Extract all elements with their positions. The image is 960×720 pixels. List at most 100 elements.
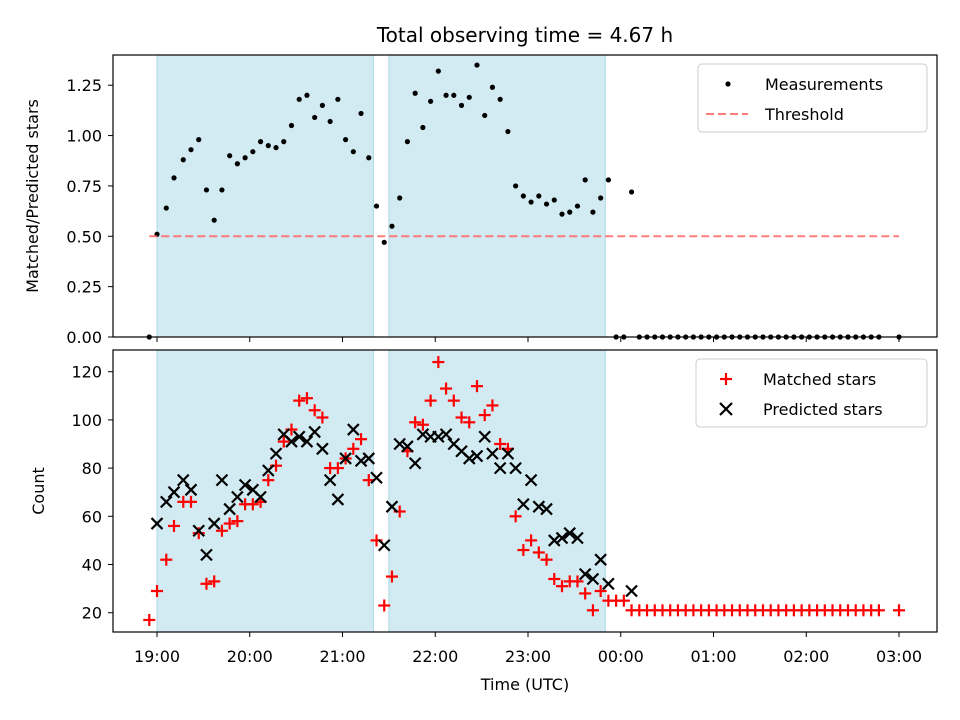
matched-point (416, 418, 429, 431)
legend-predicted-label: Predicted stars (763, 400, 883, 419)
measurement-point (366, 155, 372, 161)
observing-window (388, 349, 606, 633)
predicted-point (231, 490, 244, 504)
predicted-point (517, 497, 530, 511)
predicted-point (159, 495, 173, 509)
measurement-point (250, 149, 256, 155)
y-tick-label: 0.00 (66, 328, 102, 347)
measurement-point (381, 239, 387, 245)
measurement-point (319, 102, 326, 108)
ratio-axes-frame (112, 54, 938, 338)
predicted-point (555, 531, 569, 545)
matched-point (594, 585, 607, 598)
y-tick-label: 0.25 (66, 278, 102, 297)
predicted-point (416, 428, 430, 441)
x-tick-label: 20:00 (227, 647, 273, 666)
matched-point (486, 399, 499, 412)
legend-threshold-label: Threshold (764, 105, 844, 124)
matched-point (617, 594, 630, 607)
matched-point (262, 474, 275, 487)
ratio-y-axis: 0.00 0.25 0.50 0.75 1.00 1.25 (66, 76, 113, 347)
measurement-point (265, 143, 271, 149)
x-tick-label: 00:00 (598, 647, 644, 666)
predicted-point (470, 449, 484, 463)
measurement-point (373, 203, 380, 209)
measurement-point (443, 92, 449, 98)
matched-point (151, 585, 163, 598)
measurement-point (273, 145, 279, 151)
predicted-point (370, 471, 383, 485)
matched-point (308, 404, 321, 417)
count-axes-frame (112, 349, 938, 633)
matched-point (440, 382, 453, 395)
measurement-point (605, 177, 611, 183)
predicted-point (308, 425, 321, 439)
y-tick-label: 0.50 (66, 227, 102, 246)
matched-point (143, 613, 156, 626)
ratio-x-axis (156, 337, 900, 342)
predicted-point (625, 584, 638, 598)
matched-point (463, 416, 476, 429)
predicted-point (150, 517, 164, 530)
measurement-point (628, 189, 635, 195)
predicted-point (215, 473, 229, 487)
measurement-point (543, 201, 550, 207)
observing-window (156, 54, 374, 338)
predicted-point (486, 447, 499, 460)
measurement-point (312, 114, 318, 121)
measurement-point (489, 84, 496, 90)
measurement-point (412, 90, 418, 96)
count-y-axis-label: Count (29, 467, 48, 515)
predicted-point (493, 461, 507, 475)
legend-matched-marker (720, 373, 732, 385)
predicted-point (331, 493, 345, 506)
matched-point (517, 544, 530, 557)
matched-point (494, 438, 507, 450)
matched-point (300, 392, 313, 405)
predicted-point (223, 502, 236, 516)
predicted-point (540, 502, 553, 516)
matched-point (385, 570, 398, 583)
measurement-point (188, 147, 194, 153)
y-tick-label: 0.75 (66, 177, 102, 196)
matched-point (455, 411, 468, 424)
x-tick-label: 01:00 (690, 647, 736, 666)
y-tick-label: 60 (82, 507, 102, 526)
matched-point (872, 604, 885, 617)
legend-measurements-marker (725, 81, 731, 87)
predicted-point (532, 500, 546, 513)
measurement-point (304, 92, 310, 98)
measurement-point (296, 96, 302, 102)
matched-point (355, 433, 368, 446)
measurement-point (404, 139, 411, 145)
matched-point (532, 546, 545, 559)
predicted-point (200, 548, 213, 562)
matched-point (192, 527, 205, 540)
ratio-legend: Measurements Threshold (697, 63, 928, 133)
count-legend-box (695, 358, 928, 428)
matched-point (378, 599, 391, 612)
measurement-point (171, 175, 177, 181)
measurement-point (335, 96, 341, 102)
matched-point (331, 462, 344, 475)
measurement-point (551, 197, 557, 203)
measurement-point (389, 223, 395, 229)
count-plot-area (143, 356, 905, 626)
matched-point (223, 517, 236, 530)
predicted-point (501, 447, 515, 460)
y-tick-label: 100 (71, 411, 102, 430)
x-tick-label: 22:00 (412, 647, 458, 666)
matched-point (509, 510, 522, 523)
ratio-legend-box (697, 63, 928, 133)
matched-point (160, 553, 173, 566)
predicted-point (262, 464, 275, 477)
predicted-point (292, 430, 306, 444)
matched-point (432, 356, 445, 369)
legend-matched-label: Matched stars (763, 370, 876, 389)
predicted-point (571, 531, 584, 545)
predicted-point (167, 485, 181, 499)
y-tick-label: 40 (82, 556, 102, 575)
observing-windows (156, 54, 606, 338)
predicted-point (347, 423, 360, 436)
